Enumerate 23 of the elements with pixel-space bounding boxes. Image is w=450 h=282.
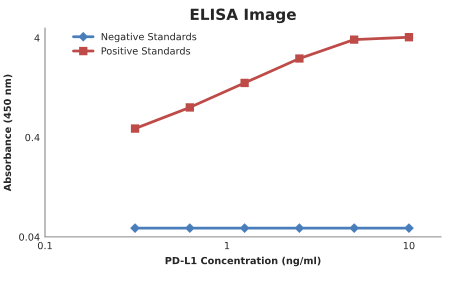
x-axis-title: PD-L1 Concentration (ng/ml) xyxy=(166,256,320,266)
point xyxy=(185,223,194,233)
point xyxy=(294,223,304,233)
point xyxy=(130,223,140,233)
point xyxy=(404,223,414,233)
y-tick-label: 4 xyxy=(34,34,40,42)
point xyxy=(404,33,414,42)
point xyxy=(350,35,358,44)
x-tick-label: 1 xyxy=(224,242,230,250)
x-tick-label: 10 xyxy=(404,242,414,250)
x-tick-label: 0.1 xyxy=(38,242,52,250)
point xyxy=(295,54,304,63)
y-axis-title: Absorbance (450 nm) xyxy=(4,74,12,192)
point xyxy=(130,124,140,133)
point xyxy=(240,223,250,233)
legend-label: Negative Standards xyxy=(102,32,196,42)
chart-title: ELISA Image xyxy=(190,8,296,24)
point xyxy=(186,103,194,112)
point xyxy=(240,78,249,88)
y-tick-label: 0.4 xyxy=(25,134,40,142)
point xyxy=(350,223,359,233)
legend-label: Positive Standards xyxy=(102,47,190,55)
y-tick-label: 0.04 xyxy=(19,233,40,241)
